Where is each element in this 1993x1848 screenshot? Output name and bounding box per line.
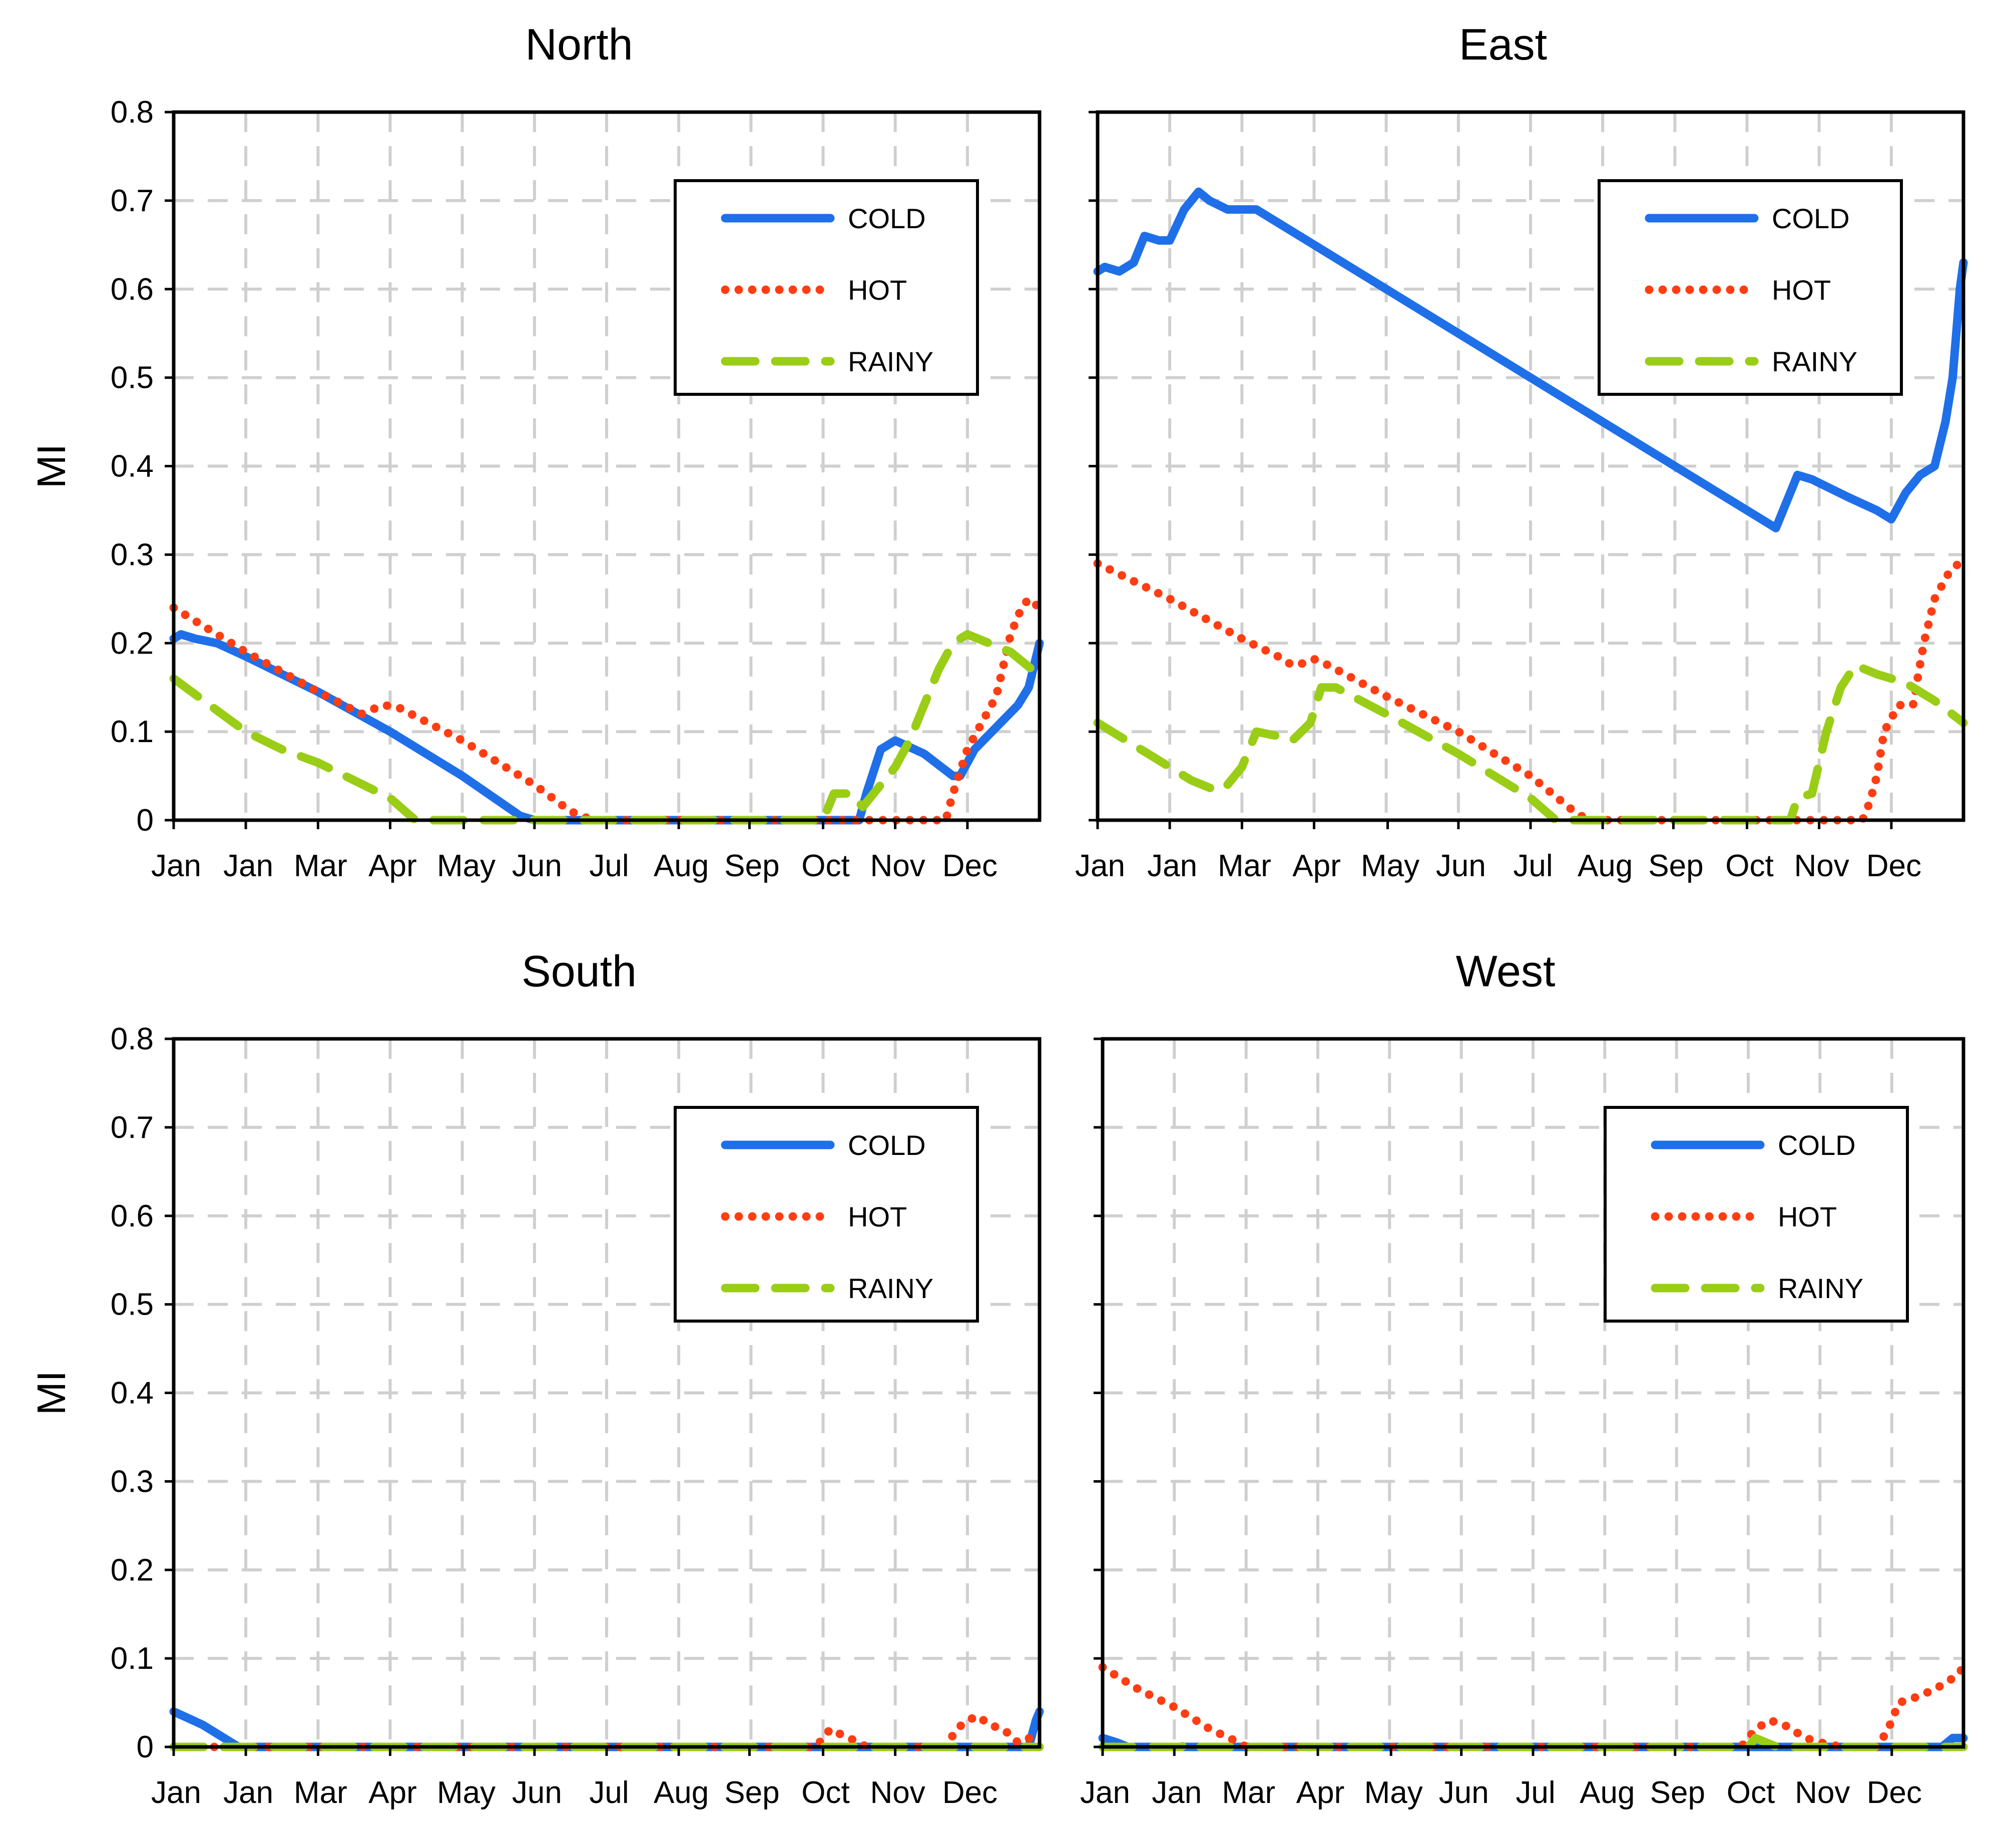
- x-tick-label: Jan: [151, 849, 201, 883]
- chart-title: South: [522, 946, 637, 996]
- x-tick-label: Sep: [1650, 1775, 1705, 1810]
- x-tick-label: Dec: [1867, 1775, 1922, 1810]
- x-tick-label: Jan: [1147, 849, 1197, 883]
- y-tick-label: 0.2: [111, 1553, 154, 1587]
- x-tick-label: Nov: [1794, 849, 1849, 883]
- x-tick-label: Jan: [151, 1775, 201, 1810]
- y-axis-label: MI: [29, 1371, 74, 1415]
- legend-label-rainy: RAINY: [1778, 1273, 1863, 1304]
- x-tick-label: Jan: [1075, 849, 1125, 883]
- y-tick-label: 0.4: [111, 449, 154, 484]
- legend: COLD HOT RAINY: [674, 1106, 979, 1323]
- legend-label-rainy: RAINY: [848, 1273, 933, 1304]
- legend-label-cold: COLD: [1772, 203, 1850, 234]
- x-tick-label: Apr: [1292, 849, 1340, 883]
- x-tick-label: Jul: [1516, 1775, 1555, 1810]
- x-tick-label: Jul: [589, 849, 629, 883]
- legend: COLD HOT RAINY: [1604, 1106, 1909, 1323]
- legend-label-cold: COLD: [848, 203, 926, 234]
- legend-label-rainy: RAINY: [848, 346, 933, 377]
- x-tick-label: Jan: [1080, 1775, 1130, 1810]
- x-tick-label: Dec: [1866, 849, 1921, 883]
- y-tick-label: 0: [137, 803, 154, 838]
- legend-label-hot: HOT: [848, 274, 907, 306]
- x-tick-label: Jul: [1513, 849, 1553, 883]
- x-tick-label: Dec: [942, 1775, 998, 1810]
- y-tick-label: 0.5: [111, 1288, 154, 1322]
- x-tick-label: Oct: [801, 849, 849, 883]
- y-tick-label: 0.1: [111, 715, 154, 749]
- x-tick-label: Mar: [1222, 1775, 1275, 1810]
- x-tick-label: Apr: [368, 1775, 416, 1810]
- chart-panel-west: West Jan Jan Mar Apr May Jun Jul Aug Sep Oct Nov Dec…: [1080, 946, 1968, 1810]
- y-tick-label: 0.4: [111, 1376, 154, 1411]
- legend-label-hot: HOT: [1778, 1201, 1837, 1233]
- y-tick-label: 0.3: [111, 537, 154, 572]
- x-tick-label: Jun: [1439, 1775, 1489, 1810]
- x-tick-label: Nov: [1795, 1775, 1850, 1810]
- x-tick-label: Sep: [1648, 849, 1703, 883]
- chart-title: West: [1456, 946, 1556, 996]
- legend-label-cold: COLD: [1778, 1129, 1856, 1161]
- x-tick-label: Oct: [1725, 849, 1773, 883]
- x-tick-label: Mar: [294, 1775, 347, 1810]
- x-tick-label: May: [1361, 849, 1419, 883]
- x-tick-label: Jun: [1436, 849, 1486, 883]
- x-tick-label: Jul: [589, 1775, 629, 1810]
- chart-panel-south: South 0 0.1 0.2 0.3 0.4 0.5 0.6 0.7 0.8 Jan Jan Mar A…: [29, 946, 1044, 1810]
- series-line-cold: [1093, 187, 1968, 532]
- x-tick-label: Jan: [223, 849, 273, 883]
- x-tick-label: Jun: [512, 1775, 562, 1810]
- x-tick-label: Mar: [1218, 849, 1271, 883]
- x-tick-label: Oct: [801, 1775, 849, 1810]
- y-tick-label: 0.6: [111, 272, 154, 307]
- legend-label-hot: HOT: [1772, 274, 1831, 306]
- series-line-rainy: [1093, 661, 1968, 825]
- x-tick-label: Mar: [294, 849, 347, 883]
- series-line-rainy: [169, 630, 1044, 825]
- legend-label-rainy: RAINY: [1772, 346, 1857, 377]
- legend: COLD HOT RAINY: [674, 179, 979, 396]
- x-tick-label: May: [437, 849, 495, 883]
- x-tick-label: Apr: [368, 849, 416, 883]
- y-tick-label: 0.3: [111, 1464, 154, 1499]
- x-tick-label: Oct: [1727, 1775, 1775, 1810]
- x-tick-label: Jan: [223, 1775, 273, 1810]
- x-tick-label: May: [437, 1775, 495, 1810]
- x-tick-label: Sep: [724, 1775, 779, 1810]
- x-tick-label: Apr: [1296, 1775, 1344, 1810]
- series-line-hot: [1098, 1663, 1968, 1751]
- x-tick-label: Jun: [512, 849, 562, 883]
- series-line-hot: [169, 594, 1044, 825]
- y-tick-label: 0.2: [111, 626, 154, 661]
- chart-title: North: [525, 20, 633, 69]
- y-tick-label: 0.5: [111, 361, 154, 395]
- y-tick-label: 0: [137, 1730, 154, 1764]
- series-line-hot: [1093, 554, 1968, 825]
- legend-label-hot: HOT: [848, 1201, 907, 1233]
- legend: COLD HOT RAINY: [1598, 179, 1903, 396]
- x-tick-label: Aug: [654, 849, 709, 883]
- y-axis-label: MI: [29, 444, 74, 488]
- x-tick-label: Aug: [1578, 849, 1633, 883]
- x-tick-label: Jan: [1152, 1775, 1202, 1810]
- x-tick-label: Aug: [654, 1775, 709, 1810]
- y-tick-label: 0.8: [111, 1022, 154, 1056]
- y-tick-label: 0.7: [111, 184, 154, 218]
- legend-label-cold: COLD: [848, 1129, 926, 1161]
- chart-title: East: [1459, 20, 1547, 69]
- x-tick-label: Nov: [870, 1775, 925, 1810]
- chart-panel-east: East Jan Jan Mar Apr May Jun Jul Aug Sep Oct Nov Dec…: [1075, 20, 1968, 883]
- chart-panel-north: North 0 0.1 0.2 0.3 0.4 0.5 0.6 0.7 0.8 Jan Jan Mar A…: [29, 20, 1044, 883]
- y-tick-label: 0.8: [111, 95, 154, 130]
- x-tick-label: Sep: [724, 849, 779, 883]
- y-tick-label: 0.1: [111, 1641, 154, 1676]
- x-tick-label: Nov: [870, 849, 925, 883]
- x-tick-label: Aug: [1580, 1775, 1635, 1810]
- y-tick-label: 0.6: [111, 1199, 154, 1234]
- y-tick-label: 0.7: [111, 1110, 154, 1145]
- x-tick-label: May: [1364, 1775, 1423, 1810]
- x-tick-label: Dec: [942, 849, 998, 883]
